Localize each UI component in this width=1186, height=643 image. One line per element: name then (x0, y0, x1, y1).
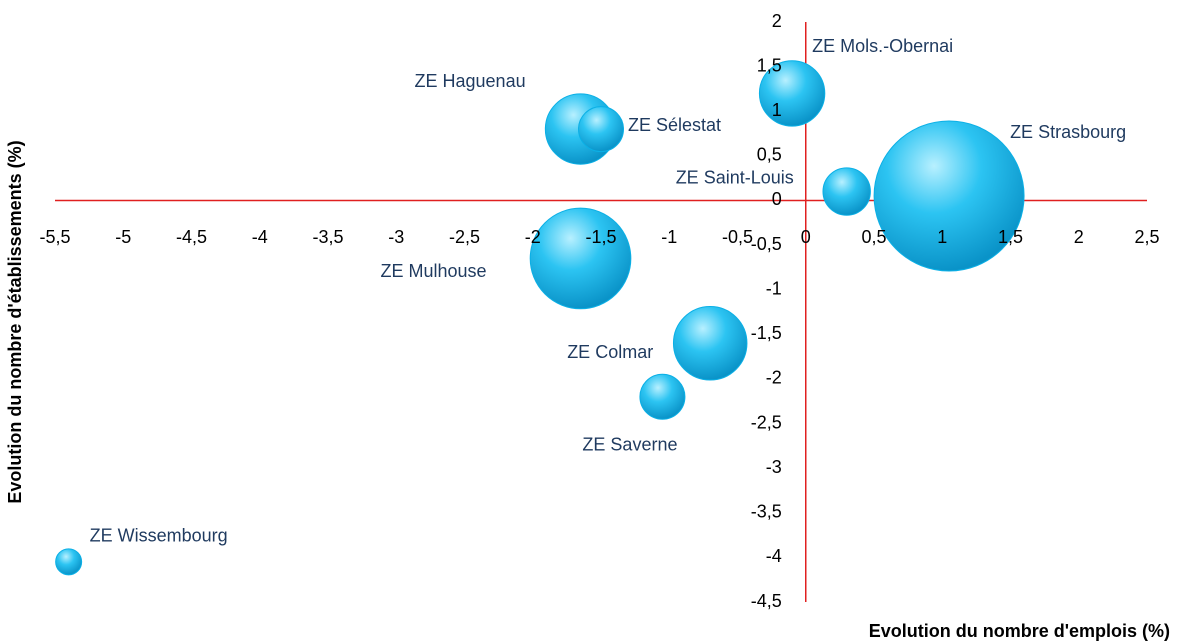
y-tick-label: 0 (772, 189, 782, 209)
x-tick-label: 1,5 (998, 227, 1023, 247)
point-label: ZE Saint-Louis (676, 167, 794, 187)
y-axis-title: Evolution du nombre d'établissements (%) (5, 140, 25, 503)
point-label: ZE Saverne (582, 435, 677, 455)
x-tick-label: -4,5 (176, 227, 207, 247)
y-tick-label: 1 (772, 100, 782, 120)
x-tick-label: -4 (252, 227, 268, 247)
bubble (873, 120, 1025, 272)
x-tick-label: 0,5 (861, 227, 886, 247)
y-tick-label: -1,5 (751, 323, 782, 343)
y-tick-label: -3 (766, 457, 782, 477)
y-tick-label: -0,5 (751, 234, 782, 254)
y-tick-label: -4 (766, 546, 782, 566)
y-tick-label: 0,5 (757, 145, 782, 165)
y-tick-label: -4,5 (751, 591, 782, 611)
x-tick-label: -1,5 (585, 227, 616, 247)
x-tick-label: -2,5 (449, 227, 480, 247)
x-tick-label: 0 (801, 227, 811, 247)
x-tick-label: -1 (661, 227, 677, 247)
x-tick-label: -5 (115, 227, 131, 247)
y-tick-label: 2 (772, 11, 782, 31)
y-tick-label: -1 (766, 278, 782, 298)
x-tick-label: -5,5 (39, 227, 70, 247)
x-tick-label: 2,5 (1134, 227, 1159, 247)
y-tick-label: -3,5 (751, 502, 782, 522)
x-tick-label: 2 (1074, 227, 1084, 247)
bubble (578, 106, 624, 153)
y-tick-label: -2 (766, 368, 782, 388)
x-axis-title: Evolution du nombre d'emplois (%) (869, 621, 1170, 641)
bubble (529, 207, 632, 310)
x-tick-label: -3,5 (312, 227, 343, 247)
bubble (672, 305, 748, 381)
x-tick-label: -2 (525, 227, 541, 247)
point-label: ZE Strasbourg (1010, 122, 1126, 142)
point-label: ZE Colmar (567, 342, 653, 362)
point-label: ZE Sélestat (628, 115, 721, 135)
point-label: ZE Haguenau (415, 71, 526, 91)
bubble (758, 60, 826, 127)
bubble (639, 373, 686, 420)
bubble (822, 167, 871, 216)
x-tick-label: -0,5 (722, 227, 753, 247)
point-label: ZE Mols.-Obernai (812, 36, 953, 56)
point-label: ZE Mulhouse (381, 261, 487, 281)
x-tick-label: -3 (388, 227, 404, 247)
point-label: ZE Wissembourg (90, 526, 228, 546)
bubble (55, 548, 83, 576)
y-tick-label: 1,5 (757, 55, 782, 75)
y-tick-label: -2,5 (751, 412, 782, 432)
x-tick-label: 1 (937, 227, 947, 247)
